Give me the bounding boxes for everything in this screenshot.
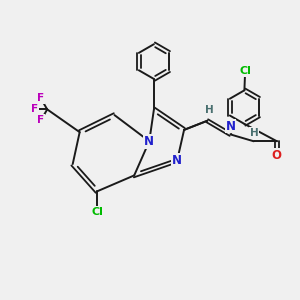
Text: H: H [205,105,214,115]
Text: N: N [172,154,182,167]
Text: Cl: Cl [239,66,251,76]
Text: F: F [31,104,38,114]
Text: F: F [37,115,44,125]
Text: O: O [271,149,281,162]
Text: F: F [37,94,44,103]
Text: H: H [250,128,259,138]
Text: N: N [226,119,236,133]
Text: N: N [144,135,154,148]
Text: Cl: Cl [91,207,103,218]
